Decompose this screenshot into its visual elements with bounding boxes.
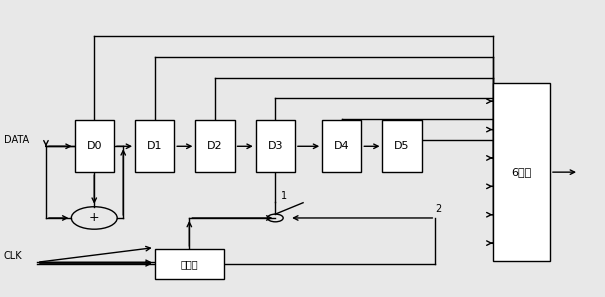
Text: 1: 1 [281,191,287,201]
Text: DATA: DATA [4,135,29,145]
Bar [382,120,422,172]
Bar [322,120,361,172]
Bar [135,120,174,172]
Text: CLK: CLK [4,251,22,261]
Text: D1: D1 [147,141,162,151]
Bar [256,120,295,172]
Text: D4: D4 [334,141,350,151]
Bar [492,83,550,261]
Text: D3: D3 [267,141,283,151]
Text: D5: D5 [394,141,410,151]
Bar [155,249,224,279]
Text: 计数器: 计数器 [180,259,198,269]
Text: 2: 2 [435,204,442,214]
Text: D2: D2 [207,141,223,151]
Text: +: + [89,211,100,225]
Bar [195,120,235,172]
Text: 6位存: 6位存 [511,167,531,177]
Bar [74,120,114,172]
Text: D0: D0 [87,141,102,151]
